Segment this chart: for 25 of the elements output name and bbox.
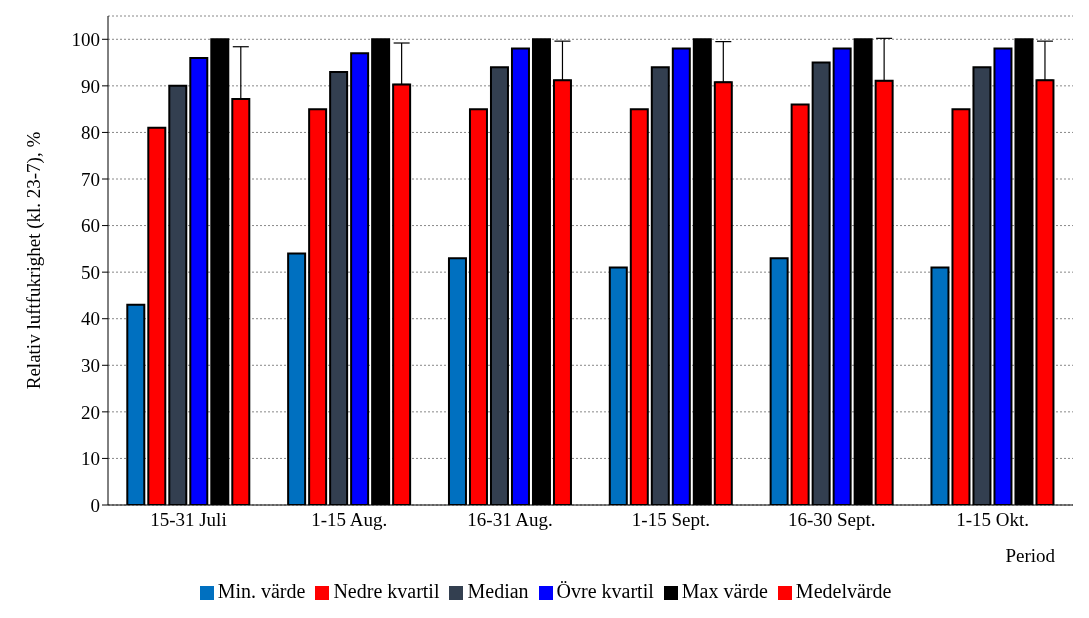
- x-tick-label: 1-15 Sept.: [631, 509, 710, 531]
- y-tick-label: 0: [90, 494, 100, 516]
- y-tick-label: 20: [81, 401, 100, 423]
- y-tick-label: 60: [81, 215, 100, 237]
- legend-label: Min. värde: [217, 580, 306, 602]
- y-tick-label: 80: [81, 122, 100, 144]
- y-axis-title: Relativ luftfukrighet (kl. 23-7), %: [22, 131, 45, 390]
- x-tick-label: 1-15 Okt.: [956, 509, 1029, 531]
- y-tick-label: 40: [81, 308, 100, 330]
- y-tick-label: 90: [81, 75, 100, 97]
- y-tick-label: 70: [81, 168, 100, 190]
- x-tick-label: 15-31 Juli: [150, 509, 227, 531]
- x-tick-label: 16-31 Aug.: [467, 509, 553, 531]
- legend-label: Max värde: [681, 580, 768, 602]
- y-tick-label: 50: [81, 261, 100, 283]
- legend-label: Nedre kvartil: [333, 580, 440, 602]
- legend-label: Median: [467, 580, 529, 602]
- x-axis-title: Period: [1005, 545, 1056, 566]
- legend-label: Medelvärde: [795, 580, 892, 602]
- legend-label: Övre kvartil: [556, 580, 654, 602]
- y-tick-label: 30: [81, 355, 100, 377]
- y-tick-label: 100: [71, 29, 100, 51]
- x-tick-label: 16-30 Sept.: [787, 509, 876, 531]
- y-tick-label: 10: [81, 448, 100, 470]
- x-tick-label: 1-15 Aug.: [311, 509, 388, 531]
